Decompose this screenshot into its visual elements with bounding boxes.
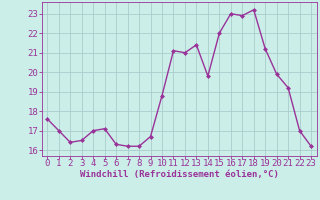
X-axis label: Windchill (Refroidissement éolien,°C): Windchill (Refroidissement éolien,°C) <box>80 170 279 179</box>
